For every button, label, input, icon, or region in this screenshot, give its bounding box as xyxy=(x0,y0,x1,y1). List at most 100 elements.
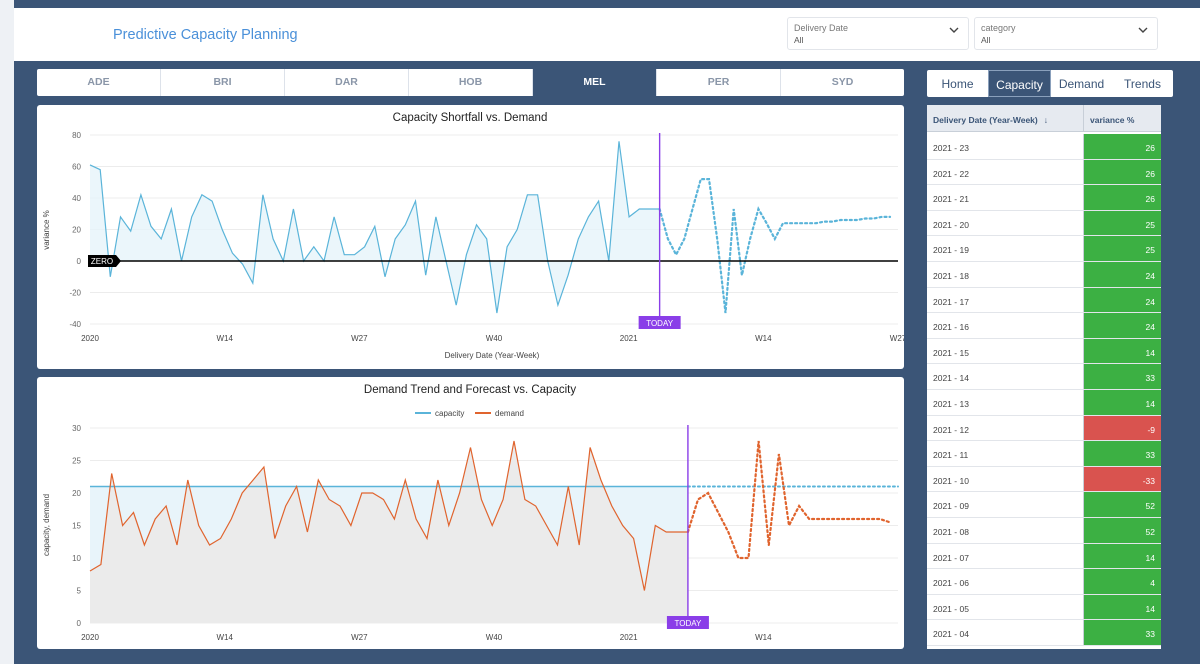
y-tick-label: 10 xyxy=(72,554,81,563)
demand-actual-line xyxy=(89,440,688,591)
cell-variance: 26 xyxy=(1084,159,1161,185)
main-panel: ADE BRI DAR HOB MEL PER SYD Capacity Sho… xyxy=(14,61,1200,664)
cell-variance: 14 xyxy=(1084,543,1161,569)
chart-title: Capacity Shortfall vs. Demand xyxy=(393,112,548,124)
y-tick-label: 60 xyxy=(72,163,81,172)
shortfall-chart: Capacity Shortfall vs. Demand 80 60 40 20 0 -2… xyxy=(42,112,904,360)
chart-title: Demand Trend and Forecast vs. Capacity xyxy=(364,384,576,396)
chevron-down-icon xyxy=(1138,27,1148,33)
cell-variance: 14 xyxy=(1084,594,1161,620)
x-tick-label: W40 xyxy=(486,334,503,343)
table-row[interactable]: 2021 - 23 26 xyxy=(927,134,1161,160)
y-tick-label: -40 xyxy=(69,320,81,329)
tab-bri[interactable]: BRI xyxy=(161,69,285,96)
table-row[interactable]: 2021 - 12 -9 xyxy=(927,415,1161,442)
demand-chart: Demand Trend and Forecast vs. Capacity ca… xyxy=(42,384,899,642)
x-tick-label: W14 xyxy=(755,633,772,642)
table-row[interactable]: 2021 - 15 14 xyxy=(927,338,1161,365)
tab-hob[interactable]: HOB xyxy=(409,69,533,96)
table-row[interactable]: 2021 - 22 26 xyxy=(927,159,1161,186)
x-tick-label: W27 xyxy=(351,633,368,642)
x-tick-label: 2021 xyxy=(620,633,638,642)
x-tick-label: W27 xyxy=(890,334,904,343)
x-tick-label: 2020 xyxy=(81,334,99,343)
table-row[interactable]: 2021 - 16 24 xyxy=(927,313,1161,339)
table-row[interactable]: 2021 - 14 33 xyxy=(927,364,1161,390)
table-row[interactable]: 2021 - 21 26 xyxy=(927,185,1161,211)
tab-ade[interactable]: ADE xyxy=(37,69,161,96)
y-tick-label: 40 xyxy=(72,194,81,203)
cell-date: 2021 - 19 xyxy=(927,236,1084,261)
tab-syd[interactable]: SYD xyxy=(831,76,854,88)
table-row[interactable]: 2021 - 13 14 xyxy=(927,389,1161,416)
tab-demand[interactable]: Demand xyxy=(1058,77,1105,91)
cell-variance: 26 xyxy=(1084,185,1161,210)
x-tick-label: W14 xyxy=(216,334,233,343)
table-row[interactable]: 2021 - 20 25 xyxy=(927,210,1161,237)
cell-variance: -33 xyxy=(1084,466,1161,492)
y-tick-label: 0 xyxy=(77,619,82,628)
tab-trends[interactable]: Trends xyxy=(1124,77,1161,91)
forecast-variance-line xyxy=(658,177,892,314)
table-row[interactable]: 2021 - 17 24 xyxy=(927,287,1161,314)
page-title: Predictive Capacity Planning xyxy=(113,27,298,43)
x-tick-label: 2021 xyxy=(620,334,638,343)
cell-date: 2021 - 11 xyxy=(927,441,1084,466)
table-row[interactable]: 2021 - 04 33 xyxy=(927,620,1161,646)
column-header-variance[interactable]: variance % xyxy=(1090,115,1135,125)
cell-date: 2021 - 05 xyxy=(927,594,1084,620)
demand-chart-card: Demand Trend and Forecast vs. Capacity ca… xyxy=(37,377,904,649)
table-header: Delivery Date (Year-Week) ↓ variance % xyxy=(927,105,1161,132)
cell-date: 2021 - 12 xyxy=(927,415,1084,441)
tab-dar[interactable]: DAR xyxy=(285,69,409,96)
x-axis-label: Delivery Date (Year-Week) xyxy=(445,351,540,360)
cell-variance: 25 xyxy=(1084,236,1161,261)
today-label: TODAY xyxy=(675,619,702,628)
table-row[interactable]: 2021 - 19 25 xyxy=(927,236,1161,262)
shortfall-chart-card: Capacity Shortfall vs. Demand 80 60 40 20 0 -2… xyxy=(37,105,904,369)
actual-variance-line xyxy=(89,141,660,314)
cell-date: 2021 - 13 xyxy=(927,389,1084,415)
table-body: 2021 - 23 26 2021 - 22 26 2021 - 21 26 2021 - … xyxy=(927,132,1161,646)
nav-tabs: Home Capacity Demand Trends xyxy=(927,70,1173,97)
column-header-label: Delivery Date (Year-Week) xyxy=(933,115,1038,125)
sort-down-icon: ↓ xyxy=(1043,115,1048,125)
filter-label: Delivery Date xyxy=(794,23,849,33)
chevron-down-icon xyxy=(949,27,959,33)
top-bar xyxy=(14,0,1200,8)
table-row[interactable]: 2021 - 06 4 xyxy=(927,569,1161,595)
cell-variance: 14 xyxy=(1084,389,1161,415)
filter-label: category xyxy=(981,23,1016,33)
app-header: Predictive Capacity Planning Delivery Da… xyxy=(14,8,1200,61)
column-header-date[interactable]: Delivery Date (Year-Week) ↓ xyxy=(927,105,1084,131)
table-row[interactable]: 2021 - 18 24 xyxy=(927,261,1161,288)
table-row[interactable]: 2021 - 07 14 xyxy=(927,543,1161,570)
cell-date: 2021 - 23 xyxy=(927,134,1084,159)
tab-per[interactable]: PER xyxy=(657,69,781,96)
tab-mel[interactable]: MEL xyxy=(533,69,657,96)
y-tick-label: -20 xyxy=(69,289,81,298)
cell-variance: 33 xyxy=(1084,620,1161,645)
legend-demand-label: demand xyxy=(495,409,524,418)
table-row[interactable]: 2021 - 09 52 xyxy=(927,492,1161,518)
y-axis-label: variance % xyxy=(42,210,51,250)
tab-capacity[interactable]: Capacity xyxy=(988,70,1051,97)
table-row[interactable]: 2021 - 10 -33 xyxy=(927,466,1161,493)
y-tick-label: 20 xyxy=(72,226,81,235)
cell-date: 2021 - 06 xyxy=(927,569,1084,594)
cell-variance: 24 xyxy=(1084,261,1161,287)
demand-forecast-line xyxy=(686,440,892,560)
cell-date: 2021 - 15 xyxy=(927,338,1084,364)
zero-label: ZERO xyxy=(91,257,113,266)
delivery-date-filter[interactable]: Delivery Date All xyxy=(787,17,969,50)
cell-date: 2021 - 08 xyxy=(927,517,1084,543)
table-row[interactable]: 2021 - 05 14 xyxy=(927,594,1161,621)
category-filter[interactable]: category All xyxy=(974,17,1158,50)
y-tick-label: 5 xyxy=(77,587,82,596)
tab-home[interactable]: Home xyxy=(941,77,974,91)
demand-area xyxy=(90,441,688,623)
zero-marker xyxy=(88,255,121,267)
cell-date: 2021 - 20 xyxy=(927,210,1084,236)
table-row[interactable]: 2021 - 08 52 xyxy=(927,517,1161,544)
table-row[interactable]: 2021 - 11 33 xyxy=(927,441,1161,467)
